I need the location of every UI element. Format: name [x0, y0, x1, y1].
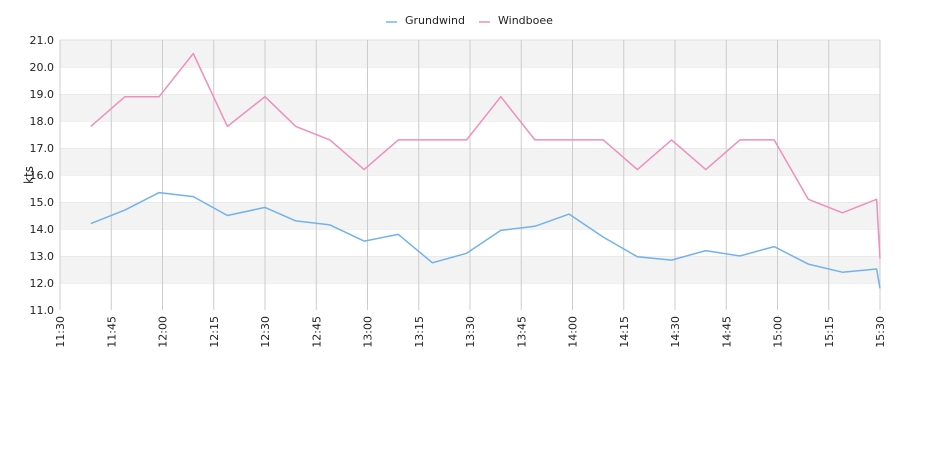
- y-tick-label: 14.0: [30, 223, 55, 236]
- y-tick-label: 17.0: [30, 142, 55, 155]
- x-tick-label: 15:30: [874, 316, 887, 348]
- series-line-windboee: [90, 52, 881, 259]
- y-tick-label: 21.0: [30, 34, 55, 47]
- series-lines: [90, 52, 881, 289]
- x-tick-label: 12:30: [259, 316, 272, 348]
- x-tick-label: 13:45: [515, 316, 528, 348]
- x-tick-label: 13:30: [464, 316, 477, 348]
- legend: Grundwind Windboee: [386, 14, 553, 27]
- x-tick-label: 14:00: [567, 316, 580, 348]
- x-tick-label: 15:15: [823, 316, 836, 348]
- x-tick-label: 15:00: [772, 316, 785, 348]
- vertical-gridlines: [59, 40, 881, 310]
- y-tick-label: 15.0: [30, 196, 55, 209]
- y-tick-label: 18.0: [30, 115, 55, 128]
- y-axis-title: kts: [22, 166, 36, 184]
- x-tick-label: 12:45: [310, 316, 323, 348]
- y-tick-label: 16.0: [30, 169, 55, 182]
- y-tick-label: 20.0: [30, 61, 55, 74]
- y-tick-label: 19.0: [30, 88, 55, 101]
- x-axis-ticks: 11:30 11:45 12:00 12:15 12:30 12:45 13:00 13:15…: [54, 316, 887, 348]
- y-tick-label: 13.0: [30, 250, 55, 263]
- x-tick-label: 11:45: [105, 316, 118, 348]
- x-tick-label: 14:45: [720, 316, 733, 348]
- x-tick-label: 12:15: [208, 316, 221, 348]
- x-tick-label: 12:00: [157, 316, 170, 348]
- x-tick-label: 13:15: [413, 316, 426, 348]
- legend-label: Grundwind: [405, 14, 465, 27]
- x-tick-label: 14:15: [618, 316, 631, 348]
- y-axis-ticks: 11.0 12.0 13.0 14.0 15.0 16.0 17.0 18.0 19.0 20.0…: [30, 34, 55, 317]
- y-tick-label: 12.0: [30, 277, 55, 290]
- x-tick-label: 14:30: [669, 316, 682, 348]
- x-tick-label: 13:00: [362, 316, 375, 348]
- x-tick-label: 11:30: [54, 316, 67, 348]
- y-tick-label: 11.0: [30, 304, 55, 317]
- legend-label: Windboee: [498, 14, 553, 27]
- series-line-grundwind: [90, 191, 881, 289]
